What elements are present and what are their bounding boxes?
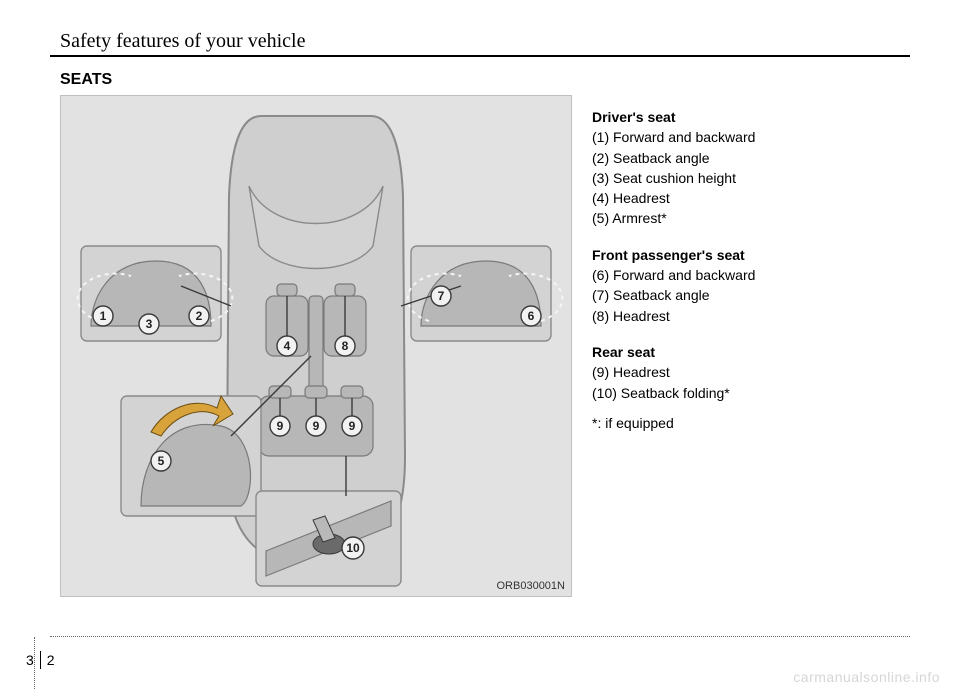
page-number: 2 bbox=[41, 652, 61, 668]
callout-1: 1 bbox=[100, 309, 107, 323]
footnote: *: if equipped bbox=[592, 413, 755, 433]
content-row: 1 2 3 4 8 bbox=[50, 95, 910, 597]
callout-3: 3 bbox=[146, 317, 153, 331]
driver-item-1: (1) Forward and backward bbox=[592, 127, 755, 147]
footer-divider bbox=[50, 636, 910, 637]
fp-item-1: (6) Forward and backward bbox=[592, 265, 755, 285]
footer-vertical-dots bbox=[34, 637, 35, 689]
driver-item-5: (5) Armrest* bbox=[592, 208, 755, 228]
driver-item-3: (3) Seat cushion height bbox=[592, 168, 755, 188]
header-title: Safety features of your vehicle bbox=[50, 30, 305, 53]
chapter-number: 3 bbox=[20, 652, 40, 668]
callout-10: 10 bbox=[346, 541, 360, 555]
fp-item-2: (7) Seatback angle bbox=[592, 285, 755, 305]
callout-9b: 9 bbox=[313, 419, 320, 433]
seats-diagram: 1 2 3 4 8 bbox=[60, 95, 572, 597]
callout-2: 2 bbox=[196, 309, 203, 323]
section-title: SEATS bbox=[50, 71, 910, 89]
callout-4: 4 bbox=[284, 339, 291, 353]
page-footer: 3 2 bbox=[20, 651, 61, 669]
driver-item-4: (4) Headrest bbox=[592, 188, 755, 208]
watermark: carmanualsonline.info bbox=[793, 669, 940, 685]
page-header: Safety features of your vehicle bbox=[50, 30, 910, 57]
description-column: Driver's seat (1) Forward and backward (… bbox=[592, 95, 755, 433]
front-passenger-title: Front passenger's seat bbox=[592, 245, 755, 265]
rear-item-1: (9) Headrest bbox=[592, 362, 755, 382]
rear-item-2: (10) Seatback folding* bbox=[592, 383, 755, 403]
callout-7: 7 bbox=[438, 289, 445, 303]
fp-item-3: (8) Headrest bbox=[592, 306, 755, 326]
callout-5: 5 bbox=[158, 454, 165, 468]
callout-8: 8 bbox=[342, 339, 349, 353]
callout-9a: 9 bbox=[277, 419, 284, 433]
diagram-code: ORB030001N bbox=[497, 580, 566, 592]
driver-seat-title: Driver's seat bbox=[592, 107, 755, 127]
rear-seat-title: Rear seat bbox=[592, 342, 755, 362]
driver-item-2: (2) Seatback angle bbox=[592, 148, 755, 168]
callout-9c: 9 bbox=[349, 419, 356, 433]
callout-6: 6 bbox=[528, 309, 535, 323]
